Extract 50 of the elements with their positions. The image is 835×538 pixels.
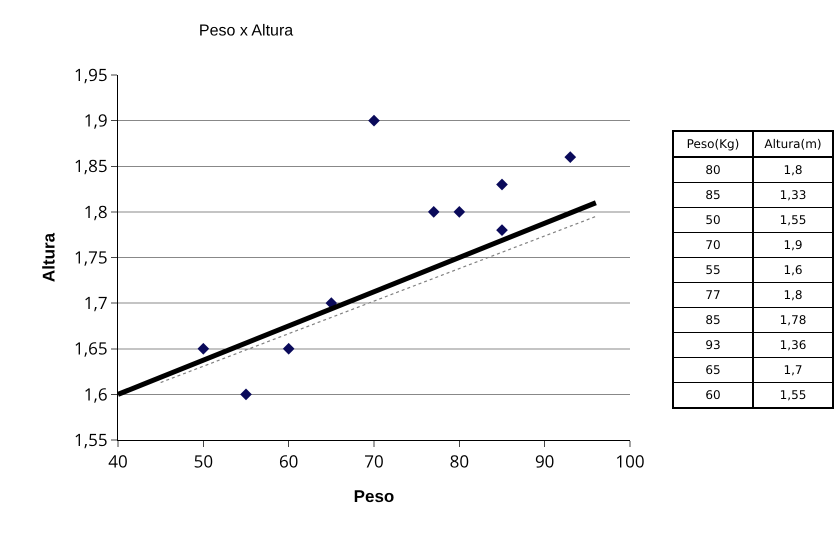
y-tick-label: 1,7 [84,291,108,314]
text: 1,36 [753,332,833,358]
text: 77 [673,282,753,308]
point [496,178,508,190]
x-tick-label: 100 [615,449,645,472]
y-tick-label: 1,65 [74,336,108,360]
text: 1,8 [753,157,833,182]
x-tick-label: 40 [108,449,128,472]
y-tick-label: 1,95 [74,62,108,86]
text: 1,55 [753,382,833,408]
text: 1,8 [753,282,833,308]
text: 65 [673,358,753,382]
text: 1,78 [753,308,833,332]
point [282,342,295,355]
text: Peso(Kg) [673,131,753,157]
text: 85 [673,308,753,332]
x-tick-label: 90 [534,449,554,472]
text: Altura(m) [753,131,833,157]
chart-title: Peso x Altura [198,22,294,40]
text: 70 [673,232,753,258]
text: 60 [673,382,753,408]
point [453,206,466,218]
text: 1,33 [753,182,833,208]
y-axis-title: Altura [40,232,59,282]
y-tick-label: 1,75 [74,245,108,268]
y-tick-label: 1,55 [74,428,108,451]
text: 85 [673,182,753,208]
text: 1,9 [753,232,833,258]
y-tick-label: 1,9 [84,108,108,132]
y-tick-label: 1,8 [84,200,108,223]
point [564,151,576,163]
point [428,206,440,218]
y-tick-label: 1,6 [84,382,108,406]
x-tick-label: 70 [364,449,384,472]
x-tick-label: 50 [194,449,214,472]
text: 1,7 [753,358,833,382]
text: 50 [673,208,753,232]
x-axis-title: Peso [354,486,394,506]
point [240,388,252,400]
text: 1,55 [753,208,833,232]
point [197,342,210,355]
y-tick-label: 1,85 [74,154,108,178]
text: 80 [673,157,753,182]
point [368,114,380,126]
x-tick-label: 80 [450,449,470,472]
point [496,224,508,236]
text: 55 [673,258,753,282]
text: 93 [673,332,753,358]
text: 1,6 [753,258,833,282]
x-tick-label: 60 [278,449,298,472]
